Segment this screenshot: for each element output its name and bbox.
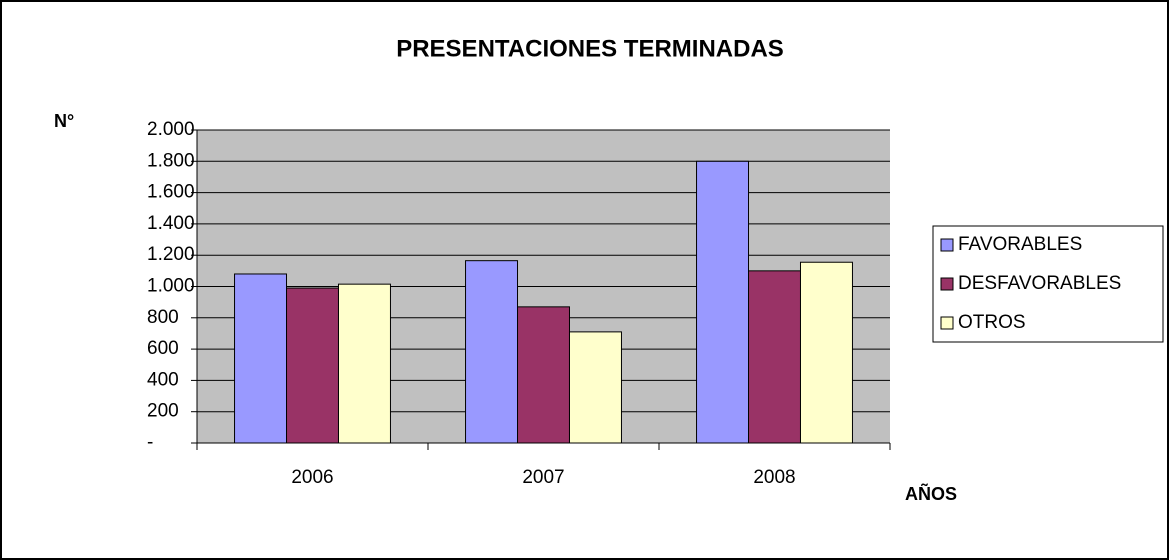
legend-swatch [940, 316, 954, 330]
y-tick-label: 800 [147, 307, 179, 328]
x-tick-label: 2008 [753, 467, 795, 488]
bar [748, 270, 801, 444]
legend-swatch [940, 277, 954, 291]
bar [799, 261, 853, 444]
y-tick-label: 400 [147, 369, 179, 390]
y-tick-label: 2.000 [147, 119, 195, 140]
y-axis-label: N° [54, 111, 74, 131]
legend-label: FAVORABLES [958, 234, 1082, 255]
bar [286, 287, 339, 444]
bar [465, 260, 519, 444]
bar [234, 273, 288, 444]
bar [696, 160, 750, 444]
legend-label: DESFAVORABLES [958, 273, 1121, 294]
bar [517, 306, 570, 444]
y-tick-label: 1.000 [147, 276, 195, 297]
y-tick-label: 1.400 [147, 213, 195, 234]
chart-title: PRESENTACIONES TERMINADAS [396, 35, 784, 62]
x-axis-label: AÑOS [905, 483, 957, 504]
legend-swatch [940, 238, 954, 252]
y-tick-label: 600 [147, 338, 179, 359]
y-tick-label: 1.600 [147, 182, 195, 203]
x-tick-label: 2006 [291, 467, 333, 488]
x-tick-label: 2007 [522, 467, 564, 488]
legend-label: OTROS [958, 312, 1026, 333]
bar [568, 331, 622, 444]
bar [337, 283, 391, 444]
y-tick-label: 1.200 [147, 244, 195, 265]
y-tick-label: 1.800 [147, 150, 195, 171]
y-tick-label: - [147, 432, 153, 453]
y-tick-label: 200 [147, 401, 179, 422]
legend [932, 225, 1164, 343]
